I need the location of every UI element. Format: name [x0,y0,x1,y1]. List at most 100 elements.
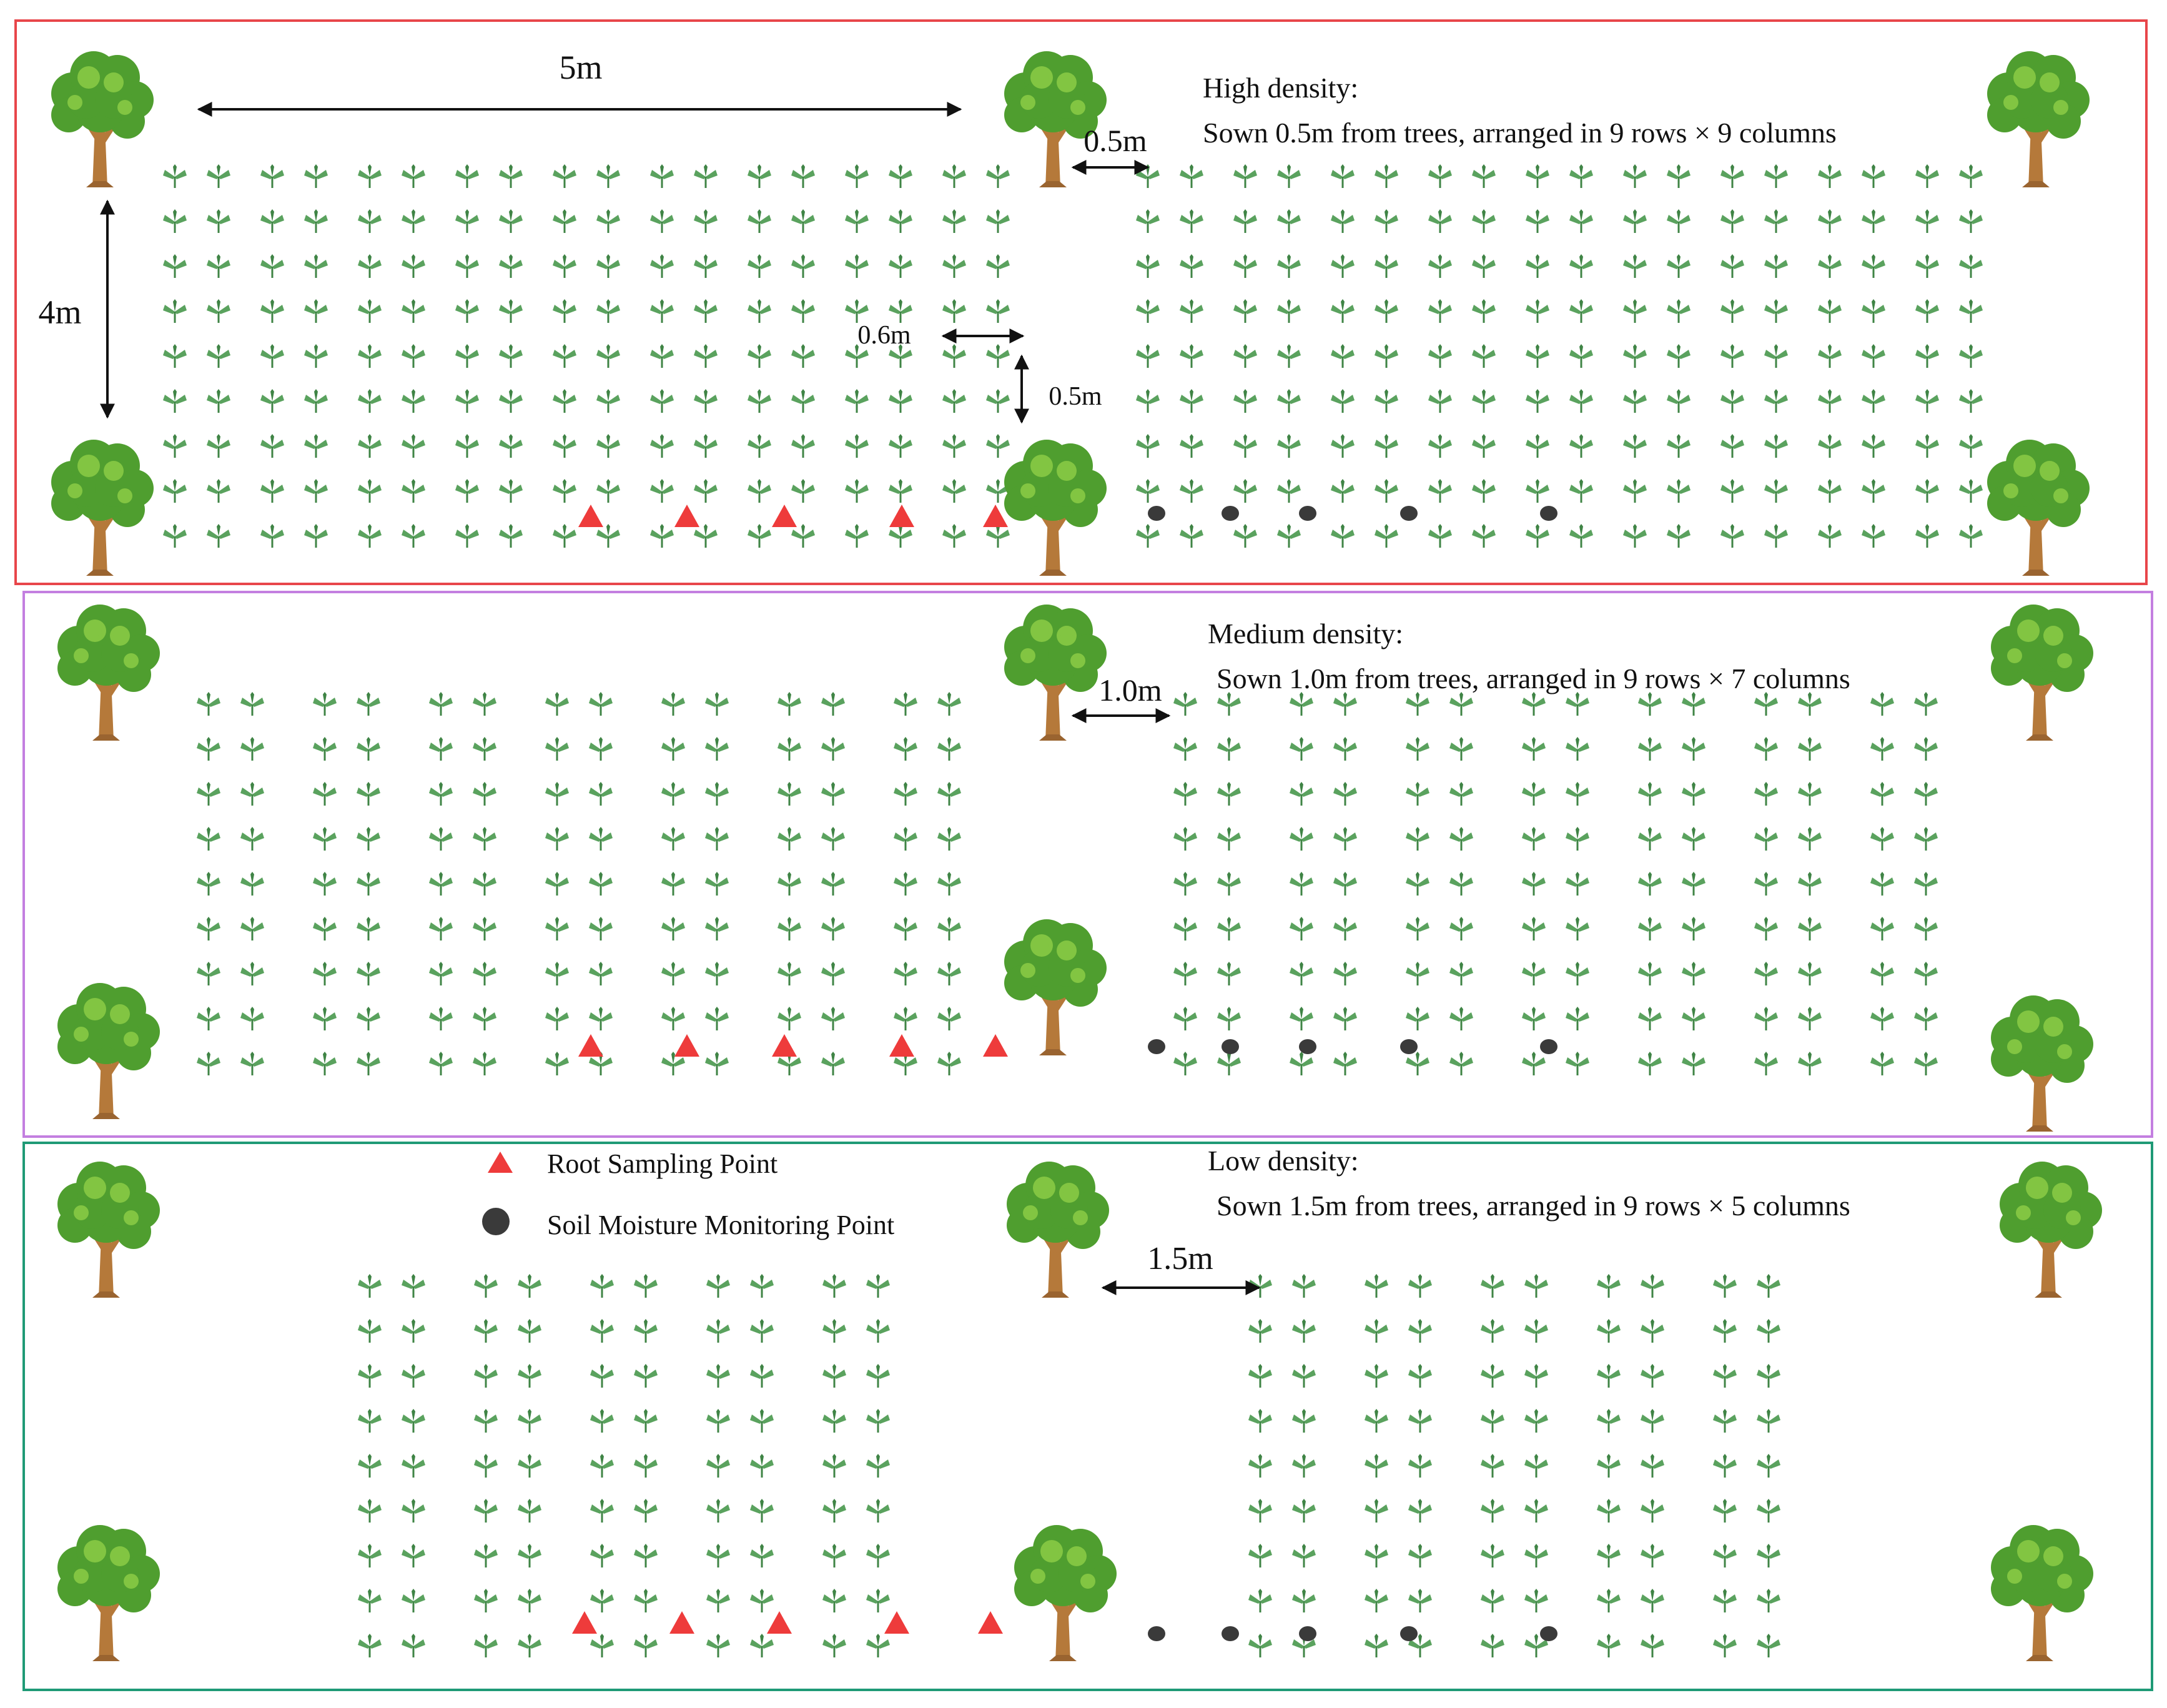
seedling-icon [589,737,613,761]
seedling-icon [1870,692,1894,716]
seedling-icon [748,164,771,188]
seedling-icon [694,254,718,278]
seedling-icon [260,389,284,413]
seedling-icon [845,254,869,278]
seedling-icon [1798,827,1822,851]
root-sampling-point [669,1611,694,1634]
seedling-icon [1667,344,1691,368]
seedling-icon [1180,299,1203,323]
seedling-icon [1569,209,1593,233]
tree-icon [1991,605,2093,741]
root-sampling-point [767,1611,792,1634]
seedling-icon [777,737,801,761]
seedling-icon [240,692,264,716]
seedling-icon [518,1409,541,1433]
seedling-icon [1798,782,1822,806]
seedling-icon [1449,1007,1473,1030]
seedling-icon [706,1274,730,1298]
seedling-icon [402,524,425,548]
seedling-icon [694,344,718,368]
seedling-icon [634,1454,658,1478]
seedling-icon [1331,434,1355,458]
seedling-icon [518,1274,541,1298]
seedling-icon [1757,1634,1780,1657]
seedling-icon [499,299,523,323]
seedling-icon [1406,872,1429,896]
seedling-icon [1406,827,1429,851]
seedling-icon [596,209,620,233]
tree-spacing-x-label: 5m [559,49,602,86]
seedling-icon [313,917,337,940]
seedling-icon [1713,1634,1737,1657]
seedling-icon [750,1319,774,1343]
root-sampling-point [578,1034,603,1057]
soil-moisture-point [1148,506,1165,521]
tree-icon [1987,440,2090,576]
seedling-icon [1524,1499,1548,1523]
seedling-icon [1290,782,1313,806]
tree-icon [1014,1525,1117,1661]
seedling-icon [1638,962,1662,985]
seedling-icon [1277,209,1301,233]
seedling-icon [1472,389,1496,413]
seedling-icon [518,1634,541,1657]
seedling-icon [1406,737,1429,761]
seedling-icon [473,737,496,761]
seedling-icon [358,1589,382,1612]
seedling-icon [553,479,576,503]
seedling-icon [1408,1409,1432,1433]
seedling-icon [937,737,961,761]
seedling-icon [304,254,328,278]
soil-moisture-point [1400,506,1418,521]
seedling-icon [748,524,771,548]
seedling-icon [1428,164,1452,188]
seedling-icon [748,434,771,458]
seedling-icon [822,1589,846,1612]
seedling-icon [1406,1052,1429,1075]
seedling-icon [1682,1052,1705,1075]
seedling-icon [1870,737,1894,761]
seedling-icon [260,344,284,368]
seedling-icon [240,872,264,896]
seedling-icon [1173,827,1197,851]
seedling-icon [634,1544,658,1567]
seedling-icon [889,389,912,413]
seedling-icon [1862,524,1885,548]
seedling-icon [455,164,479,188]
seedling-icon [518,1544,541,1567]
root-sampling-point [772,1034,797,1057]
seedling-icon [1566,737,1589,761]
seedling-icon [1248,1274,1272,1298]
seedling-icon [1333,962,1357,985]
seedling-icon [1292,1454,1316,1478]
soil-moisture-point [1540,1039,1557,1054]
seedling-icon [1375,434,1398,458]
seedling-icon [750,1454,774,1478]
seedling-icon [1481,1454,1504,1478]
seedling-icon [357,1007,380,1030]
seedling-icon [1292,1544,1316,1567]
low-gap-label: 1.5m [1147,1241,1213,1276]
seedling-icon [240,782,264,806]
seedling-icon [748,299,771,323]
seedling-icon [1481,1544,1504,1567]
seedling-icon [1180,389,1203,413]
seedling-icon [304,164,328,188]
seedling-icon [1449,692,1473,716]
seedling-icon [1481,1274,1504,1298]
seedling-icon [634,1274,658,1298]
low-density-panel [22,1142,2153,1691]
seedling-icon [1818,299,1842,323]
seedling-icon [750,1589,774,1612]
seedling-icon [589,1007,613,1030]
seedling-icon [1365,1544,1388,1567]
seedling-icon [163,209,187,233]
seedling-icon [937,782,961,806]
seedling-icon [1720,299,1744,323]
seedling-icon [1667,209,1691,233]
seedling-icon [473,782,496,806]
seedling-icon [791,479,815,503]
seedling-icon [1754,827,1778,851]
seedling-icon [777,962,801,985]
